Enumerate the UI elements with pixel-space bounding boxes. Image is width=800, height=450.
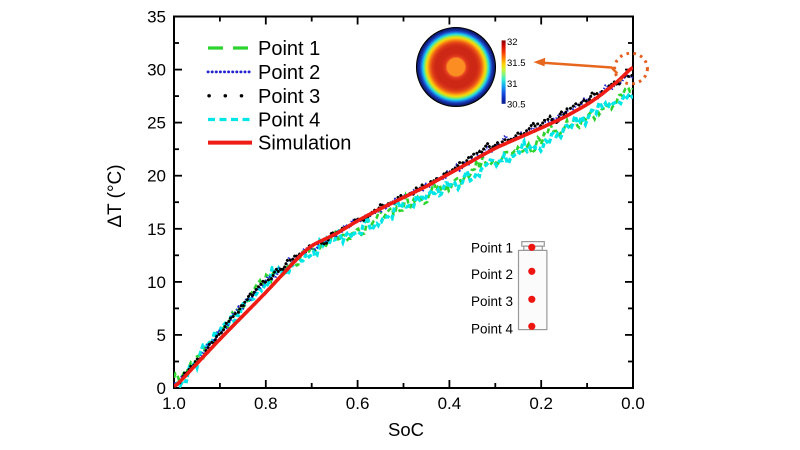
svg-text:32: 32 — [507, 37, 518, 48]
svg-text:15: 15 — [147, 220, 166, 239]
svg-text:Point 4: Point 4 — [471, 322, 514, 337]
svg-text:Simulation: Simulation — [258, 133, 351, 155]
svg-text:30: 30 — [147, 61, 166, 80]
svg-text:Point 1: Point 1 — [258, 38, 320, 60]
svg-text:Point 2: Point 2 — [258, 62, 320, 84]
svg-text:0.0: 0.0 — [621, 394, 645, 413]
svg-text:35: 35 — [147, 8, 166, 27]
svg-text:Point 1: Point 1 — [471, 241, 513, 256]
svg-text:ΔT (°C): ΔT (°C) — [105, 164, 126, 227]
svg-text:0.6: 0.6 — [346, 394, 370, 413]
svg-text:Point 3: Point 3 — [471, 294, 513, 309]
svg-text:0.4: 0.4 — [438, 394, 462, 413]
svg-text:Point 3: Point 3 — [258, 86, 320, 108]
svg-text:SoC: SoC — [388, 419, 424, 440]
svg-text:10: 10 — [147, 273, 166, 292]
svg-text:20: 20 — [147, 167, 166, 186]
svg-text:31.5: 31.5 — [507, 58, 526, 69]
svg-text:25: 25 — [147, 114, 166, 133]
svg-text:Point 2: Point 2 — [471, 267, 513, 282]
svg-text:0.8: 0.8 — [254, 394, 278, 413]
svg-text:1.0: 1.0 — [162, 394, 186, 413]
svg-text:0: 0 — [157, 379, 166, 398]
svg-text:30.5: 30.5 — [507, 100, 526, 111]
svg-text:0.2: 0.2 — [529, 394, 553, 413]
svg-text:31: 31 — [507, 79, 518, 90]
svg-text:Point 4: Point 4 — [258, 110, 320, 132]
svg-text:5: 5 — [157, 326, 166, 345]
